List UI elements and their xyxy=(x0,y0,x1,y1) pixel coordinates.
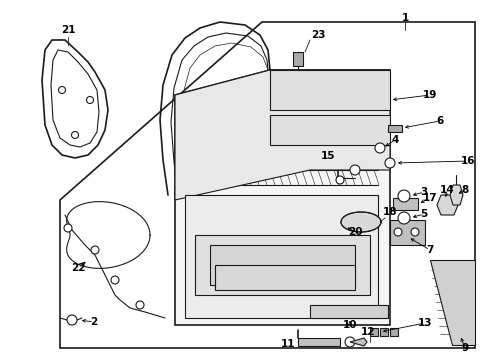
Text: 11: 11 xyxy=(280,339,295,349)
Text: 19: 19 xyxy=(422,90,436,100)
Circle shape xyxy=(393,228,401,236)
Text: 3: 3 xyxy=(420,187,427,197)
Circle shape xyxy=(59,86,65,94)
Polygon shape xyxy=(436,195,457,215)
Text: 8: 8 xyxy=(461,185,468,195)
Text: 2: 2 xyxy=(90,317,98,327)
Circle shape xyxy=(349,165,359,175)
Polygon shape xyxy=(215,265,354,290)
Text: 18: 18 xyxy=(382,207,396,217)
Polygon shape xyxy=(349,338,366,346)
Polygon shape xyxy=(269,70,389,110)
Circle shape xyxy=(384,158,394,168)
Text: 6: 6 xyxy=(435,116,443,126)
Text: 10: 10 xyxy=(342,320,357,330)
Circle shape xyxy=(71,131,79,139)
Polygon shape xyxy=(309,305,387,318)
Text: 12: 12 xyxy=(360,327,374,337)
Circle shape xyxy=(91,246,99,254)
Polygon shape xyxy=(429,260,474,345)
Circle shape xyxy=(111,276,119,284)
Text: 20: 20 xyxy=(347,227,362,237)
Text: 13: 13 xyxy=(417,318,431,328)
Polygon shape xyxy=(340,212,380,232)
Polygon shape xyxy=(392,198,417,210)
Polygon shape xyxy=(389,220,424,245)
Text: 9: 9 xyxy=(461,343,468,353)
Polygon shape xyxy=(292,52,303,66)
Circle shape xyxy=(86,96,93,104)
Text: 22: 22 xyxy=(71,263,85,273)
Text: 4: 4 xyxy=(390,135,398,145)
Text: 21: 21 xyxy=(61,25,75,35)
Polygon shape xyxy=(387,125,401,132)
Polygon shape xyxy=(184,195,377,318)
Circle shape xyxy=(335,176,343,184)
Polygon shape xyxy=(297,338,339,346)
Circle shape xyxy=(67,315,77,325)
Text: 1: 1 xyxy=(401,13,408,23)
Text: 5: 5 xyxy=(420,209,427,219)
Polygon shape xyxy=(269,115,389,145)
Text: 7: 7 xyxy=(426,245,433,255)
Polygon shape xyxy=(389,328,397,336)
Polygon shape xyxy=(449,185,462,205)
Text: 17: 17 xyxy=(422,193,436,203)
Circle shape xyxy=(397,212,409,224)
Circle shape xyxy=(397,190,409,202)
Text: 15: 15 xyxy=(320,151,335,161)
Polygon shape xyxy=(379,328,387,336)
Polygon shape xyxy=(175,70,389,325)
Circle shape xyxy=(345,337,354,347)
Text: 23: 23 xyxy=(310,30,325,40)
Polygon shape xyxy=(195,235,369,295)
Text: 16: 16 xyxy=(460,156,474,166)
Text: 14: 14 xyxy=(439,185,453,195)
Polygon shape xyxy=(209,245,354,285)
Circle shape xyxy=(410,228,418,236)
Circle shape xyxy=(374,143,384,153)
Polygon shape xyxy=(369,328,377,336)
Polygon shape xyxy=(175,70,389,200)
Circle shape xyxy=(64,224,72,232)
Circle shape xyxy=(136,301,143,309)
